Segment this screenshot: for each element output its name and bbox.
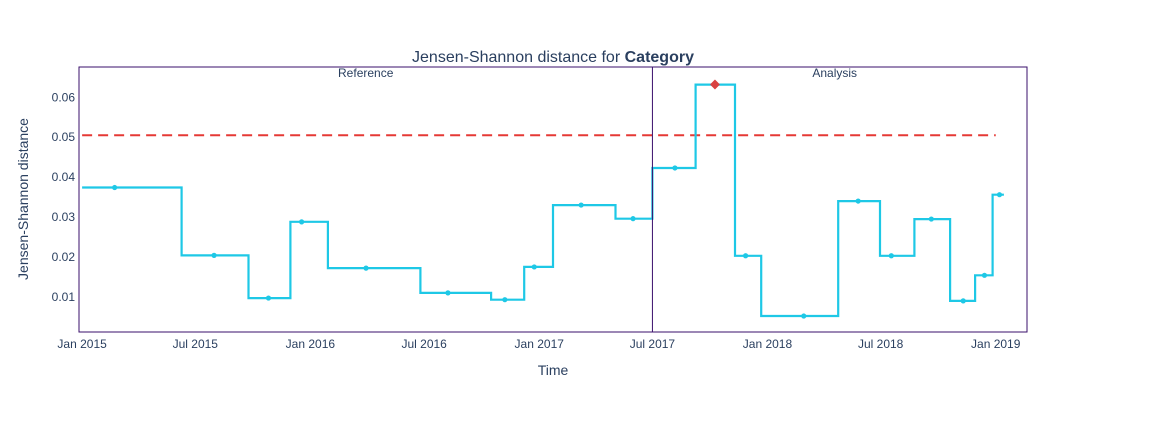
x-tick-label: Jan 2019 (971, 337, 1021, 351)
x-tick-label: Jan 2017 (515, 337, 565, 351)
data-point-17[interactable] (960, 298, 966, 304)
data-point-3[interactable] (299, 219, 305, 225)
x-axis-title: Time (538, 362, 569, 378)
x-tick-label: Jul 2016 (401, 337, 447, 351)
plot-frame (78, 66, 1028, 333)
data-point-18[interactable] (981, 272, 988, 278)
x-tick-label: Jul 2018 (858, 337, 904, 351)
y-tick-label: 0.03 (52, 210, 76, 224)
data-point-6[interactable] (502, 297, 508, 303)
data-point-16[interactable] (928, 216, 934, 222)
chart-title-bold: Category (625, 49, 694, 66)
data-point-12[interactable] (743, 253, 749, 259)
alert-marker[interactable] (709, 79, 720, 90)
y-tick-label: 0.02 (52, 250, 76, 264)
chart-title: Jensen-Shannon distance for Category (412, 49, 694, 66)
x-tick-label: Jan 2016 (286, 337, 336, 351)
data-point-19[interactable] (996, 192, 1003, 198)
data-point-1[interactable] (211, 252, 217, 258)
data-point-13[interactable] (801, 313, 807, 319)
chart-title-prefix: Jensen-Shannon distance for (412, 49, 625, 66)
data-point-7[interactable] (531, 264, 537, 270)
y-tick-label: 0.01 (52, 290, 76, 304)
y-tick-label: 0.06 (52, 90, 76, 104)
data-point-5[interactable] (445, 290, 451, 296)
x-tick-label: Jan 2015 (57, 337, 107, 351)
distance-step-line (82, 83, 1004, 318)
data-point-8[interactable] (578, 202, 584, 208)
data-point-10[interactable] (672, 165, 678, 171)
data-point-14[interactable] (855, 198, 861, 204)
data-point-15[interactable] (888, 253, 894, 259)
x-tick-label: Jul 2015 (173, 337, 219, 351)
data-point-4[interactable] (363, 265, 369, 271)
data-point-2[interactable] (265, 295, 272, 301)
section-label-analysis: Analysis (812, 66, 857, 80)
section-label-reference: Reference (338, 66, 394, 80)
data-point-0[interactable] (112, 184, 118, 191)
y-tick-label: 0.04 (52, 170, 76, 184)
plot-area (78, 66, 1028, 333)
axis-ticks: 0.01 0.02 0.03 0.04 0.05 0.06 Jan 2015 Jul 2015… (52, 90, 1021, 351)
x-tick-label: Jan 2018 (743, 337, 793, 351)
y-axis-title: Jensen-Shannon distance (15, 118, 31, 280)
x-tick-label: Jul 2017 (630, 337, 676, 351)
data-point-9[interactable] (630, 216, 636, 222)
y-tick-label: 0.05 (52, 130, 76, 144)
